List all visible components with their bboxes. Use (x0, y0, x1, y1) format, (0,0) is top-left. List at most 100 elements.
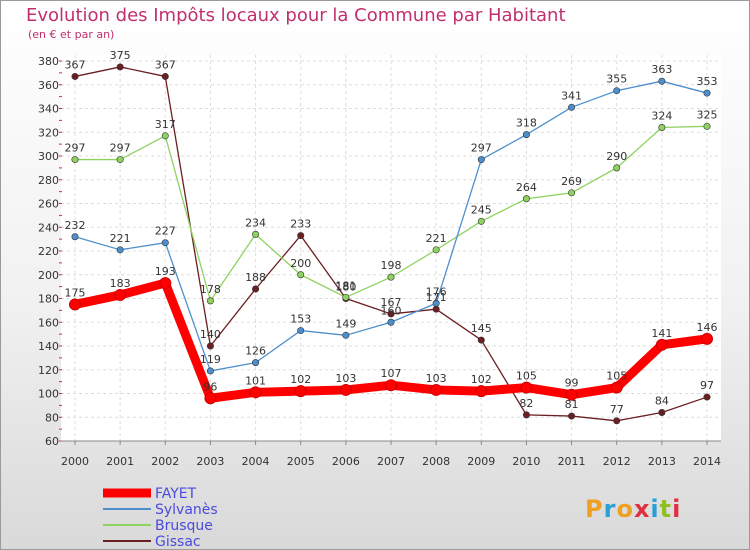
legend-label: Sylvanès (155, 502, 218, 518)
x-tick-label: 2010 (512, 455, 540, 468)
data-point (522, 411, 530, 419)
data-label: 153 (290, 313, 311, 326)
x-tick-label: 2003 (196, 455, 224, 468)
y-tick-label: 280 (38, 174, 59, 187)
data-point (613, 87, 621, 95)
data-label: 234 (245, 216, 266, 229)
data-label: 233 (290, 218, 311, 231)
data-point (703, 89, 711, 97)
data-point (610, 381, 623, 394)
series-sylvanès (71, 77, 711, 375)
data-label: 245 (471, 203, 492, 216)
data-point (703, 393, 711, 401)
y-tick-label: 340 (38, 103, 59, 116)
chart-title: Evolution des Impôts locaux pour la Comm… (26, 5, 566, 26)
data-point (342, 293, 350, 301)
data-point (432, 299, 440, 307)
data-point (71, 72, 79, 80)
data-label: 102 (471, 373, 492, 386)
data-label: 198 (381, 259, 402, 272)
data-label: 77 (610, 403, 624, 416)
legend-label: Brusque (155, 518, 213, 534)
data-point (658, 124, 666, 132)
data-point (477, 217, 485, 225)
x-tick-label: 2004 (242, 455, 270, 468)
data-point (658, 77, 666, 85)
data-point (613, 164, 621, 172)
logo-letter: r (604, 495, 617, 523)
data-point (297, 327, 305, 335)
data-point (252, 285, 260, 293)
data-point (565, 388, 578, 401)
data-label: 232 (65, 219, 86, 232)
data-labels: 367 375 367 140 188 233 180 167 171 145 82 81 77 84 97… (65, 49, 718, 416)
data-point (568, 412, 576, 420)
data-label: 318 (516, 117, 537, 130)
data-point (477, 336, 485, 344)
data-label: 341 (561, 89, 582, 102)
data-point (161, 239, 169, 247)
data-label: 325 (697, 108, 718, 121)
y-tick-label: 220 (38, 245, 59, 258)
data-label: 367 (65, 58, 86, 71)
data-point (568, 189, 576, 197)
data-label: 99 (565, 377, 579, 390)
logo-letter: P (585, 495, 604, 523)
data-point (568, 103, 576, 111)
data-label: 102 (290, 373, 311, 386)
y-tick-label: 160 (38, 316, 59, 329)
y-tick-label: 120 (38, 364, 59, 377)
series (69, 63, 713, 425)
y-tick-label: 80 (45, 411, 59, 424)
data-point (385, 379, 397, 392)
x-tick-label: 2000 (61, 455, 89, 468)
data-label: 175 (65, 286, 86, 299)
x-tick-label: 2002 (151, 455, 179, 468)
data-point (701, 332, 713, 345)
data-point (71, 156, 79, 164)
data-point (522, 131, 530, 139)
series-fayet (69, 277, 713, 405)
data-point (387, 318, 395, 326)
data-label: 180 (335, 281, 356, 294)
data-label: 160 (381, 304, 402, 317)
data-point (161, 132, 169, 140)
data-label: 82 (519, 397, 533, 410)
data-point (297, 271, 305, 279)
data-point (432, 246, 440, 254)
data-label: 167 (381, 296, 402, 309)
data-point (658, 408, 666, 416)
data-point (520, 381, 533, 394)
x-tick-label: 2008 (422, 455, 450, 468)
data-label: 119 (200, 353, 221, 366)
legend-label: FAYET (155, 486, 197, 502)
data-label: 145 (471, 322, 492, 335)
logo-text: Proxiti (585, 495, 681, 523)
y-tick-label: 380 (38, 55, 59, 68)
data-label: 200 (290, 257, 311, 270)
data-point (294, 385, 307, 398)
x-tick-label: 2012 (603, 455, 631, 468)
x-tick-label: 2006 (332, 455, 360, 468)
data-label: 149 (335, 317, 356, 330)
chart-subtitle: (en € et par an) (28, 28, 115, 41)
data-label: 103 (335, 372, 356, 385)
data-point (206, 297, 214, 305)
data-label: 297 (471, 142, 492, 155)
x-tick-label: 2009 (467, 455, 495, 468)
data-point (387, 273, 395, 281)
data-point (71, 233, 79, 241)
data-label: 126 (245, 345, 266, 358)
data-point (249, 386, 262, 399)
data-label: 221 (110, 232, 131, 245)
data-label: 101 (245, 374, 266, 387)
data-point (342, 331, 350, 339)
data-label: 193 (155, 265, 176, 278)
data-point (69, 298, 81, 311)
y-tick-label: 360 (38, 79, 59, 92)
data-point (339, 383, 352, 396)
x-tick-label: 2005 (287, 455, 315, 468)
y-tick-label: 320 (38, 126, 59, 139)
data-label: 188 (245, 271, 266, 284)
